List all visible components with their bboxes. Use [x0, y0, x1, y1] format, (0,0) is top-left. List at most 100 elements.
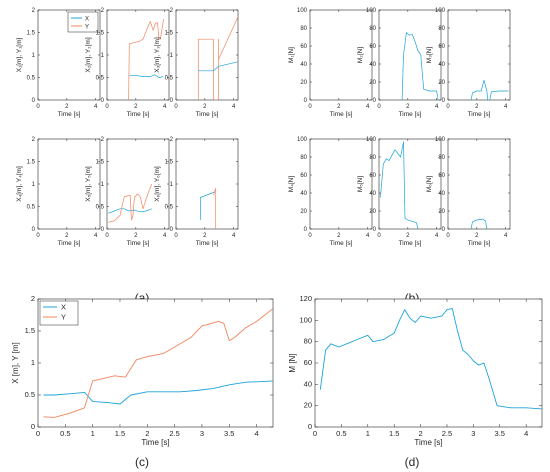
- y-tick-label: 1.5: [27, 160, 36, 166]
- y-tick-label: 100: [297, 8, 308, 14]
- x-tick-label: 4: [524, 429, 528, 438]
- y-tick-label: 40: [304, 379, 312, 388]
- x-axis-label: Time [s]: [196, 111, 219, 118]
- plot-area: [37, 138, 101, 230]
- y-tick-label: 80: [438, 26, 445, 32]
- caption-d: (d): [405, 455, 420, 469]
- x-tick-label: 2: [337, 104, 341, 110]
- legend-entry: X: [61, 303, 66, 312]
- legend-box: [39, 300, 79, 326]
- y-tick-label: 0: [442, 98, 446, 104]
- y-tick-label: 80: [300, 155, 307, 161]
- x-tick-label: 3: [471, 429, 475, 438]
- y-tick-label: 1.5: [96, 160, 105, 166]
- x-tick-label: 0: [377, 233, 381, 239]
- x-tick-label: 4: [255, 429, 259, 438]
- plot-area: [378, 138, 442, 230]
- series-line-y: [43, 308, 273, 418]
- x-tick-label: 0: [105, 104, 109, 110]
- x-tick-label: 0: [377, 104, 381, 110]
- x-tick-label: 0: [313, 429, 317, 438]
- x-axis-label: Time [s]: [127, 240, 150, 247]
- y-tick-label: 1: [170, 53, 174, 59]
- x-tick-label: 1: [366, 429, 370, 438]
- y-tick-label: 80: [369, 155, 376, 161]
- series-line-x: [380, 141, 419, 229]
- x-tick-label: 0: [36, 104, 40, 110]
- legend-entry: X: [85, 17, 89, 23]
- x-tick-label: 0: [308, 104, 312, 110]
- y-tick-label: 20: [300, 209, 307, 215]
- x-tick-label: 2: [134, 104, 138, 110]
- y-tick-label: 0: [31, 422, 35, 431]
- x-tick-label: 3.5: [495, 429, 505, 438]
- x-axis-label: Time [s]: [414, 438, 442, 447]
- y-axis-label: X₅[m], Y₅[m]: [85, 166, 92, 202]
- y-axis-label: X₃[m], Y₃[m]: [154, 37, 161, 73]
- y-tick-label: 0: [304, 227, 308, 233]
- y-tick-label: 40: [438, 191, 445, 197]
- y-tick-label: 60: [369, 173, 376, 179]
- x-axis-label: Time [s]: [58, 111, 81, 118]
- plot-area: [175, 138, 239, 230]
- y-tick-label: 0.5: [96, 76, 105, 82]
- y-tick-label: 1.5: [165, 160, 174, 166]
- x-tick-label: 2: [145, 429, 149, 438]
- series-line-x: [470, 79, 509, 100]
- series-line-x: [198, 61, 238, 72]
- x-tick-label: 4: [504, 104, 508, 110]
- x-tick-label: 0: [446, 233, 450, 239]
- y-tick-label: 1.5: [165, 31, 174, 37]
- plot-area: [175, 9, 239, 101]
- plot-area: [378, 9, 442, 101]
- y-tick-label: 2: [101, 137, 105, 143]
- x-tick-label: 2: [134, 233, 138, 239]
- y-tick-label: 1.5: [25, 326, 35, 335]
- y-tick-label: 0: [304, 98, 308, 104]
- y-tick-label: 80: [438, 155, 445, 161]
- plot-area: [106, 138, 170, 230]
- y-tick-label: 1.5: [96, 31, 105, 37]
- x-tick-label: 2: [203, 233, 207, 239]
- series-line-y: [197, 16, 238, 100]
- series-line-x: [128, 74, 164, 78]
- x-tick-label: 2: [475, 233, 479, 239]
- x-axis-label: Time [s]: [399, 111, 422, 118]
- x-axis-label: Time [s]: [330, 240, 353, 247]
- y-axis-label: X₂[m], Y₂[m]: [85, 37, 92, 72]
- y-tick-label: 0.5: [165, 76, 174, 82]
- y-tick-label: 120: [299, 294, 312, 303]
- legend: XY: [39, 300, 79, 326]
- series-line-y: [128, 18, 165, 100]
- y-tick-label: 60: [438, 173, 445, 179]
- y-tick-label: 100: [435, 8, 446, 14]
- y-axis-label: M₁[N]: [288, 47, 295, 63]
- y-tick-label: 0: [442, 227, 446, 233]
- x-tick-label: 4: [232, 233, 236, 239]
- x-tick-label: 0: [308, 233, 312, 239]
- series-line-x: [43, 380, 273, 405]
- y-tick-label: 60: [438, 44, 445, 50]
- x-tick-label: 4: [504, 233, 508, 239]
- y-tick-label: 100: [299, 315, 312, 324]
- x-tick-label: 0: [174, 233, 178, 239]
- y-tick-label: 40: [369, 191, 376, 197]
- x-tick-label: 2: [406, 104, 410, 110]
- legend: XY: [67, 11, 99, 33]
- y-tick-label: 60: [369, 44, 376, 50]
- x-axis-label: Time [s]: [196, 240, 219, 247]
- x-tick-label: 4: [435, 104, 439, 110]
- x-tick-label: 2: [65, 233, 69, 239]
- x-tick-label: 2: [203, 104, 207, 110]
- legend-entry: Y: [61, 313, 66, 322]
- y-tick-label: 60: [300, 173, 307, 179]
- y-tick-label: 1: [32, 182, 36, 188]
- y-tick-label: 1: [31, 358, 35, 367]
